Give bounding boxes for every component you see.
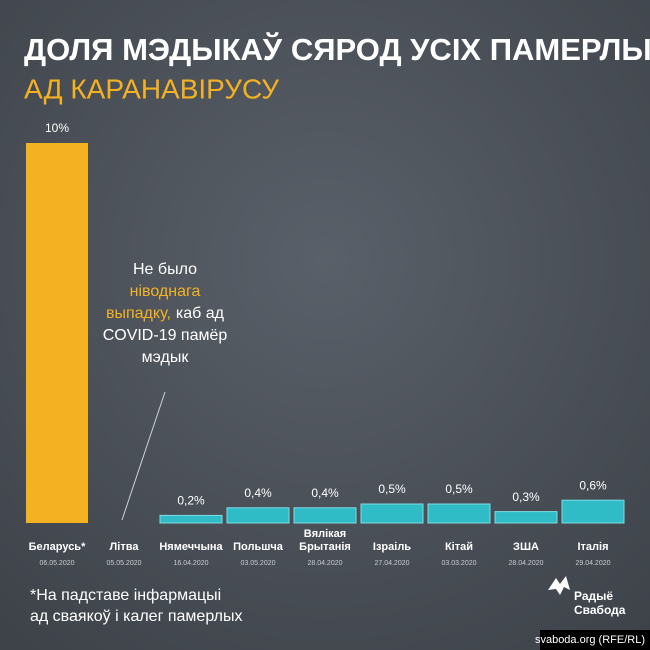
date-label: 03.03.2020 <box>441 560 476 567</box>
annotation-part: каб ад <box>176 305 225 322</box>
annotation: COVID-19 памёр <box>103 327 228 344</box>
x-tick-label: Кітай <box>445 541 473 553</box>
annotation-part: ніводнага <box>130 283 201 300</box>
x-tick-label: Літва <box>110 541 140 553</box>
logo-icon <box>548 576 570 595</box>
x-tick-label: ЗША <box>513 541 539 553</box>
logo-text: Радыё <box>574 589 613 603</box>
date-label: 16.04.2020 <box>173 560 208 567</box>
footnote: ад сваякоў і калег памерлых <box>30 608 243 625</box>
value-label: 0,5% <box>378 482 406 496</box>
bar <box>293 507 357 524</box>
date-label: 29.04.2020 <box>575 560 610 567</box>
value-label: 0,4% <box>311 486 339 500</box>
bar <box>159 514 223 524</box>
x-tick-label: Ізраіль <box>373 541 411 553</box>
date-label: 05.05.2020 <box>106 560 141 567</box>
annotation: Не было <box>133 261 197 278</box>
value-label: 0,5% <box>445 482 473 496</box>
annotation-part: мэдык <box>142 349 190 366</box>
annotation: мэдык <box>142 349 190 366</box>
x-tick-label: Беларусь* <box>29 541 86 553</box>
x-tick-label: Нямеччына <box>159 541 223 553</box>
x-tick-label: Італія <box>577 541 608 553</box>
bar <box>26 143 88 523</box>
date-label: 03.05.2020 <box>240 560 275 567</box>
annotation: выпадку, каб ад <box>106 305 225 322</box>
bar <box>226 507 290 524</box>
x-tick-label: Польшча <box>233 541 284 553</box>
date-label: 28.04.2020 <box>307 560 342 567</box>
value-label: 0,6% <box>579 478 607 492</box>
annotation-part: выпадку, <box>106 305 171 322</box>
value-label: 10% <box>45 121 69 135</box>
value-label: 0,2% <box>177 494 205 508</box>
bar <box>360 503 424 524</box>
bar <box>427 503 491 524</box>
chart-subtitle: АД КАРАНАВІРУСУ <box>24 73 279 104</box>
source: svaboda.org (RFE/RL) <box>535 634 645 646</box>
date-label: 27.04.2020 <box>374 560 409 567</box>
bar <box>561 499 625 524</box>
source-bg <box>540 630 650 650</box>
date-label: 06.05.2020 <box>39 560 74 567</box>
value-label: 0,3% <box>512 490 540 504</box>
value-label: 0,4% <box>244 486 272 500</box>
date-label: 28.04.2020 <box>508 560 543 567</box>
annotation: ніводнага <box>130 283 201 300</box>
annotation-part: Не было <box>133 261 197 278</box>
logo-text: Свабода <box>574 603 626 617</box>
annotation-part: COVID-19 памёр <box>103 327 228 344</box>
bar <box>494 511 558 524</box>
footnote: *На падставе інфармацыі <box>30 587 221 604</box>
chart-title: ДОЛЯ МЭДЫКАЎ СЯРОД УСІХ ПАМЕРЛЫХ <box>24 31 650 67</box>
x-tick-label: Вялікая Брытанія <box>299 528 351 553</box>
annotation-leader <box>121 391 166 521</box>
